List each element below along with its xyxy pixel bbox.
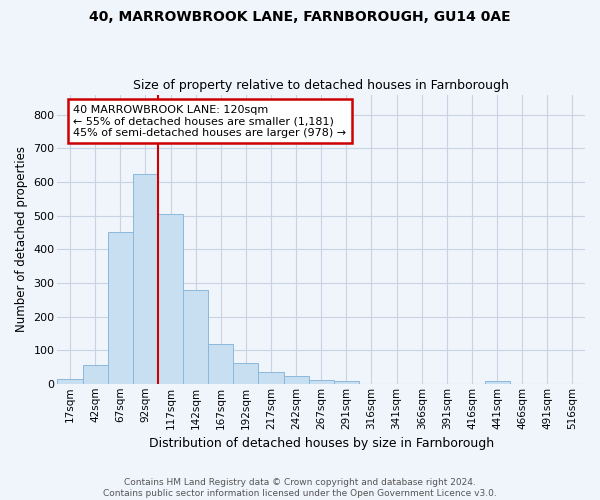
Bar — [233, 362, 259, 384]
Text: 40, MARROWBROOK LANE, FARNBOROUGH, GU14 0AE: 40, MARROWBROOK LANE, FARNBOROUGH, GU14 … — [89, 10, 511, 24]
Bar — [133, 174, 158, 384]
Bar — [308, 380, 334, 384]
Bar — [158, 214, 183, 384]
Bar — [58, 380, 83, 384]
Bar — [284, 376, 308, 384]
Bar — [208, 344, 233, 384]
X-axis label: Distribution of detached houses by size in Farnborough: Distribution of detached houses by size … — [149, 437, 494, 450]
Bar — [83, 366, 108, 384]
Bar — [183, 290, 208, 384]
Bar — [108, 232, 133, 384]
Bar — [485, 381, 509, 384]
Text: Contains HM Land Registry data © Crown copyright and database right 2024.
Contai: Contains HM Land Registry data © Crown c… — [103, 478, 497, 498]
Bar — [334, 381, 359, 384]
Text: 40 MARROWBROOK LANE: 120sqm
← 55% of detached houses are smaller (1,181)
45% of : 40 MARROWBROOK LANE: 120sqm ← 55% of det… — [73, 104, 346, 138]
Title: Size of property relative to detached houses in Farnborough: Size of property relative to detached ho… — [133, 79, 509, 92]
Y-axis label: Number of detached properties: Number of detached properties — [15, 146, 28, 332]
Bar — [259, 372, 284, 384]
